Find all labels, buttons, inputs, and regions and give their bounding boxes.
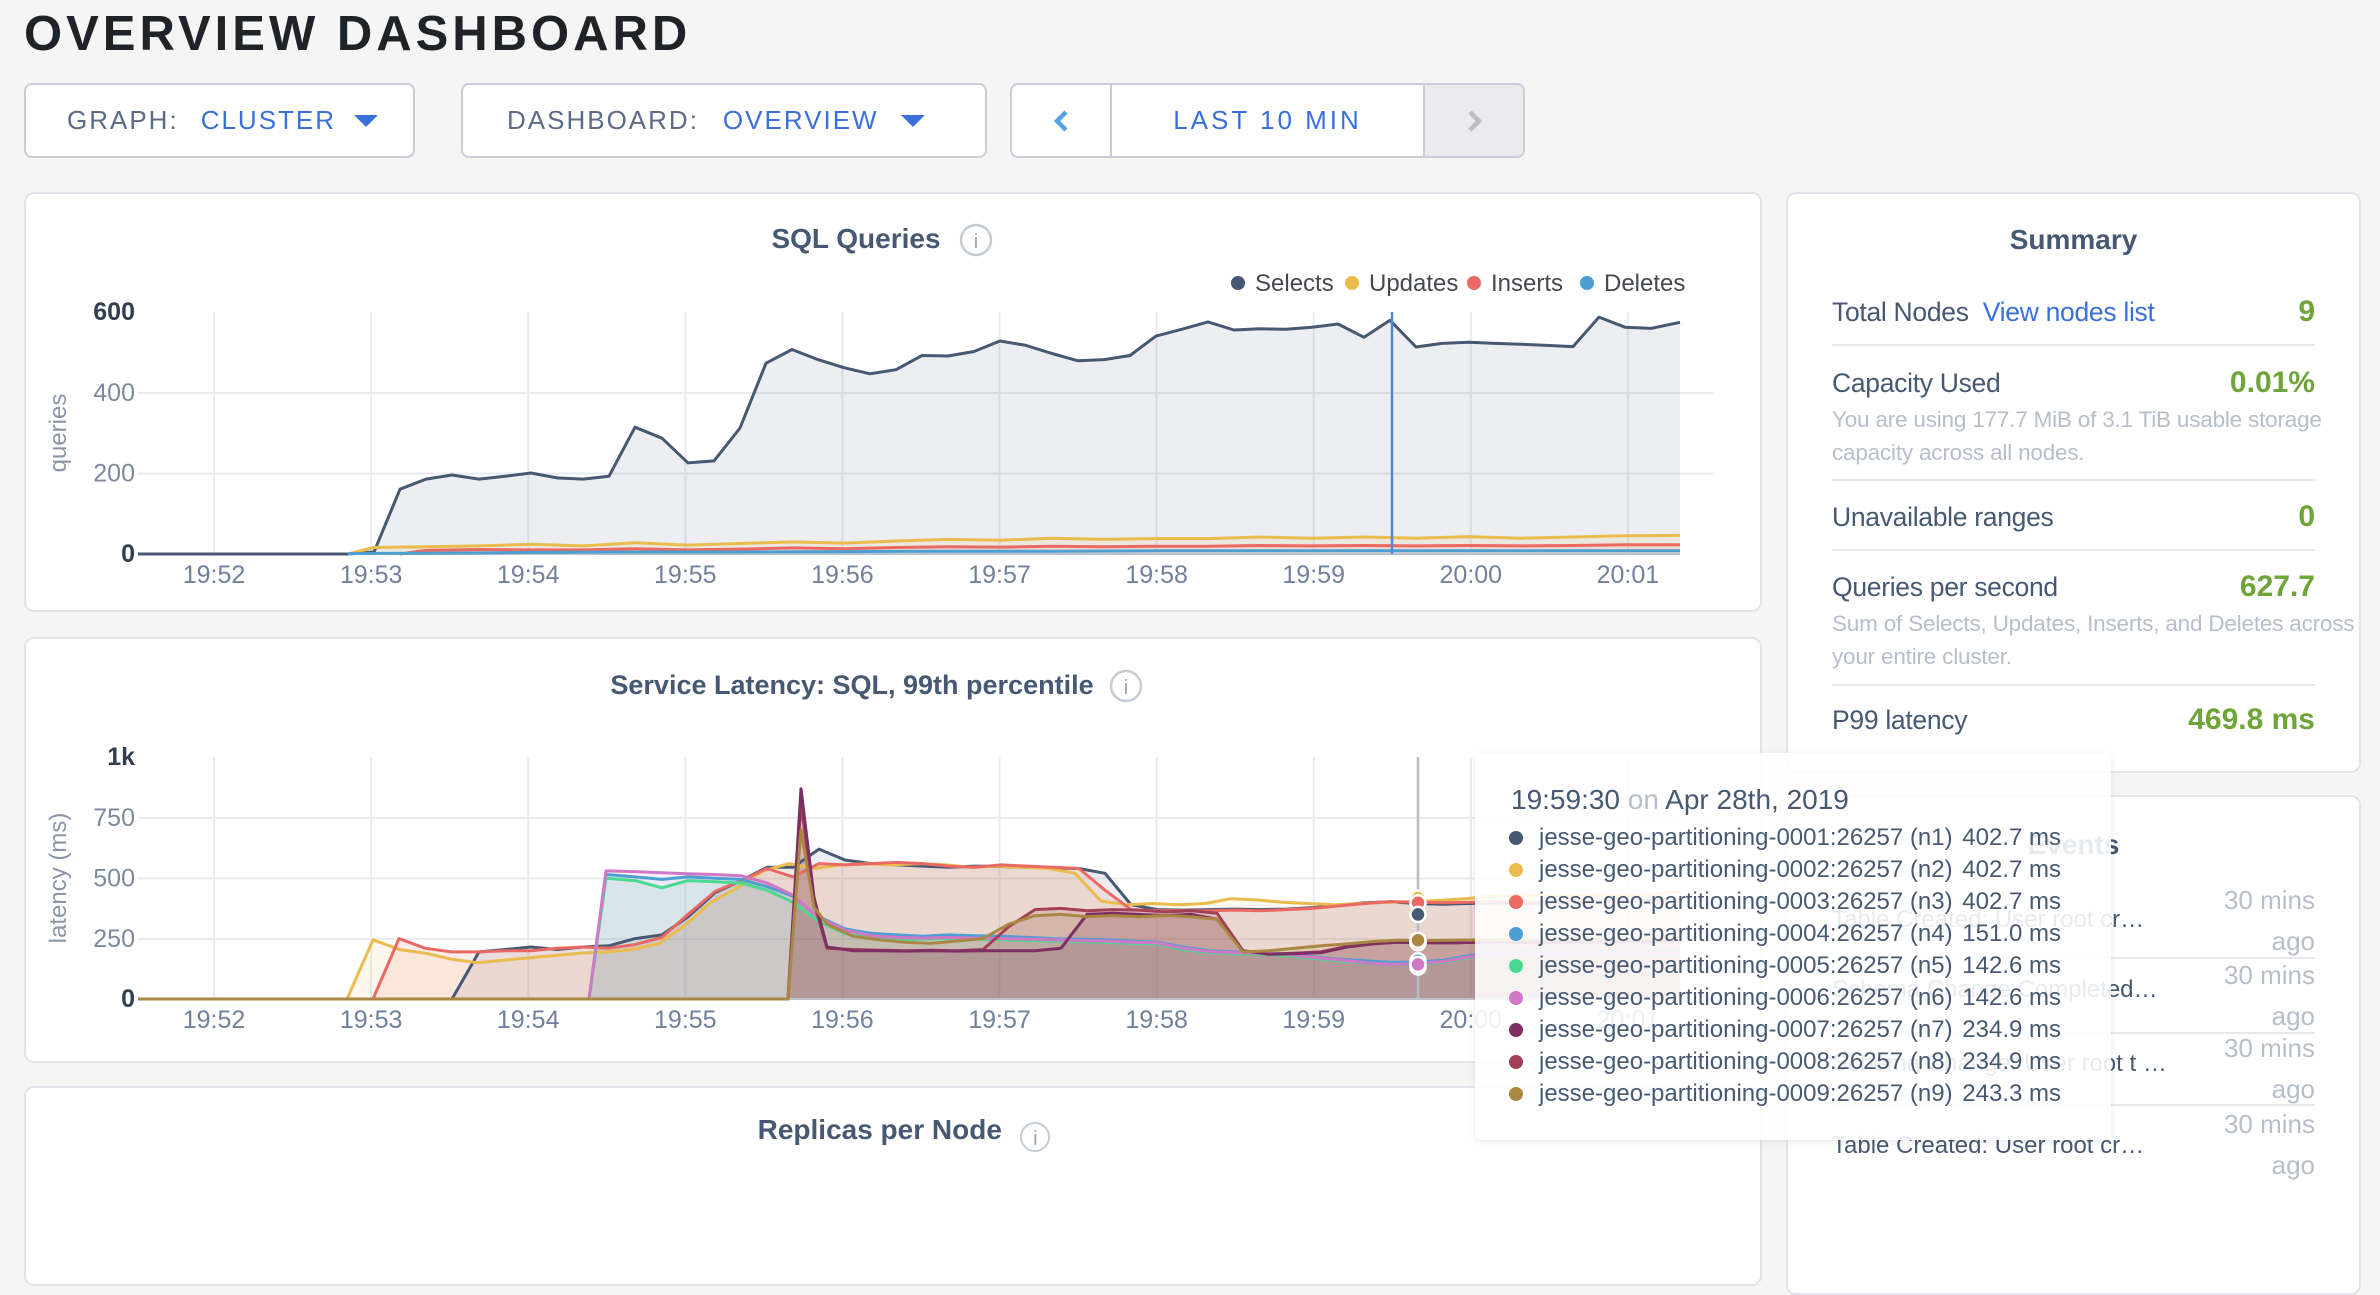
svg-text:750: 750 [93,804,135,832]
svg-text:19:59: 19:59 [1282,1006,1345,1034]
svg-text:19:52: 19:52 [183,1006,246,1034]
svg-text:19:54: 19:54 [497,1006,560,1034]
svg-text:19:55: 19:55 [654,561,717,589]
svg-text:SQL Queries: SQL Queries [771,223,940,254]
svg-text:Inserts: Inserts [1491,270,1563,297]
svg-text:250: 250 [93,925,135,953]
svg-text:1k: 1k [107,743,135,771]
svg-text:Service Latency: SQL, 99th per: Service Latency: SQL, 99th percentile [610,670,1093,700]
svg-text:0: 0 [121,540,135,568]
svg-text:19:58: 19:58 [1125,1006,1188,1034]
svg-text:20:01: 20:01 [1597,561,1660,589]
svg-text:600: 600 [93,298,135,326]
svg-text:19:53: 19:53 [340,1006,403,1034]
svg-text:Selects: Selects [1255,270,1334,297]
svg-text:Updates: Updates [1369,270,1458,297]
svg-text:200: 200 [93,460,135,488]
svg-text:Deletes: Deletes [1604,270,1685,297]
svg-text:latency (ms): latency (ms) [45,813,72,944]
svg-text:19:56: 19:56 [811,1006,874,1034]
svg-text:19:58: 19:58 [1125,561,1188,589]
svg-text:400: 400 [93,379,135,407]
svg-text:0: 0 [121,985,135,1013]
svg-text:i: i [1124,677,1128,699]
svg-text:19:57: 19:57 [968,561,1031,589]
svg-text:19:54: 19:54 [497,561,560,589]
svg-text:500: 500 [93,865,135,893]
svg-text:19:53: 19:53 [340,561,403,589]
svg-text:queries: queries [45,394,72,473]
svg-text:19:52: 19:52 [183,561,246,589]
svg-text:19:57: 19:57 [968,1006,1031,1034]
svg-text:19:56: 19:56 [811,561,874,589]
svg-text:i: i [974,231,978,253]
svg-text:20:00: 20:00 [1440,561,1503,589]
svg-text:19:55: 19:55 [654,1006,717,1034]
svg-text:19:59: 19:59 [1282,561,1345,589]
